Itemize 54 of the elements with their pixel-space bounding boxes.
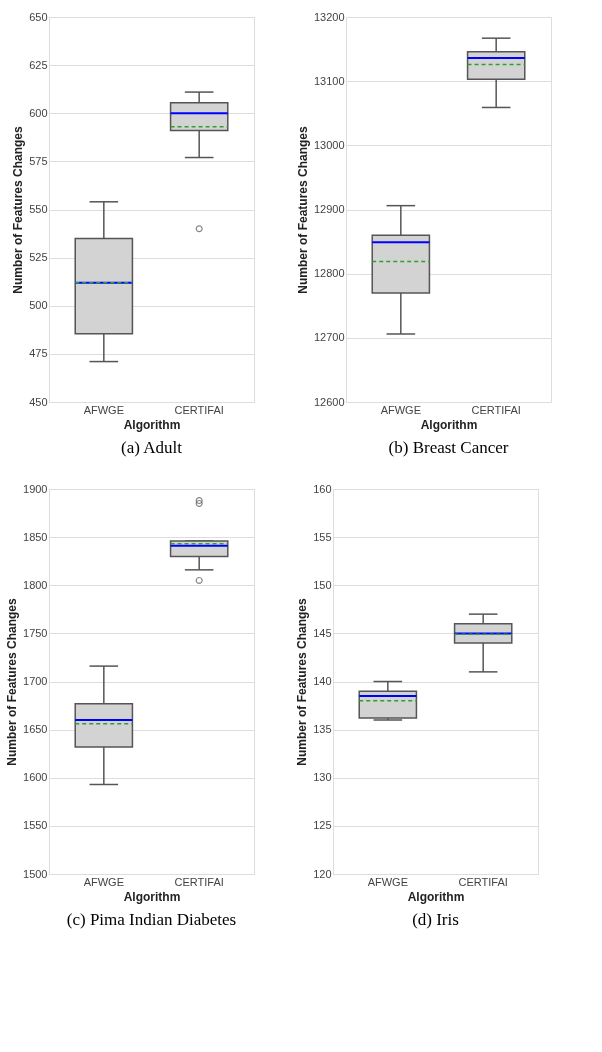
y-tick-label: 575	[29, 154, 48, 167]
y-tick-label: 12600	[313, 395, 345, 408]
y-tick-label: 160	[313, 482, 332, 495]
y-tick-label: 550	[29, 203, 48, 215]
y-tick-label: 145	[313, 626, 332, 639]
y-tick-label: 1750	[23, 626, 48, 639]
x-tick-label: CERTIFAI	[471, 403, 521, 416]
y-tick-label: 12900	[313, 203, 345, 215]
x-tick-label: AFWGE	[380, 403, 421, 416]
y-tick-label: 1550	[23, 819, 48, 832]
x-tick-label: CERTIFAI	[458, 875, 508, 888]
y-tick-label: 140	[313, 675, 332, 687]
x-tick-label: AFWGE	[83, 875, 124, 888]
y-tick-label: 155	[313, 530, 332, 543]
text: (d) Iris	[412, 910, 459, 929]
text: (a) Adult	[121, 438, 183, 457]
y-axis-title: Number of Features Changes	[11, 125, 26, 294]
x-axis-title: Algorithm	[420, 417, 478, 432]
y-tick-label: 135	[313, 723, 332, 736]
y-tick-label: 1800	[23, 578, 48, 591]
y-tick-label: 120	[313, 867, 332, 880]
y-tick-label: 650	[29, 10, 48, 23]
x-tick-label: CERTIFAI	[174, 403, 224, 416]
y-tick-label: 13100	[313, 74, 345, 87]
y-tick-label: 130	[313, 771, 332, 784]
x-tick-label: AFWGE	[367, 875, 408, 888]
y-tick-label: 1650	[23, 723, 48, 736]
y-tick-label: 1850	[23, 530, 48, 543]
y-tick-label: 13200	[313, 10, 345, 23]
x-axis-title: Algorithm	[407, 889, 465, 904]
y-tick-label: 475	[29, 347, 48, 360]
y-tick-label: 150	[313, 578, 332, 591]
x-axis-title: Algorithm	[123, 889, 181, 904]
y-tick-label: 1500	[23, 867, 48, 880]
y-tick-label: 125	[313, 819, 332, 832]
y-tick-label: 1600	[23, 771, 48, 784]
y-axis-title: Number of Features Changes	[295, 597, 310, 766]
y-tick-label: 450	[29, 395, 48, 408]
y-tick-label: 625	[29, 58, 48, 71]
y-tick-label: 13000	[313, 138, 345, 151]
y-tick-label: 12800	[313, 267, 345, 280]
x-axis-title: Algorithm	[123, 417, 181, 432]
y-tick-label: 12700	[313, 331, 345, 344]
y-tick-label: 1900	[23, 482, 48, 495]
y-axis-title: Number of Features Changes	[5, 597, 20, 766]
x-tick-label: AFWGE	[83, 403, 124, 416]
text: (c) Pima Indian Diabetes	[66, 910, 237, 929]
y-axis-title: Number of Features Changes	[295, 125, 310, 294]
y-tick-label: 600	[29, 106, 48, 119]
y-tick-label: 500	[29, 299, 48, 312]
x-tick-label: CERTIFAI	[174, 875, 224, 888]
y-tick-label: 525	[29, 251, 48, 264]
text: (b) Breast Cancer	[388, 438, 509, 457]
y-tick-label: 1700	[23, 675, 48, 687]
